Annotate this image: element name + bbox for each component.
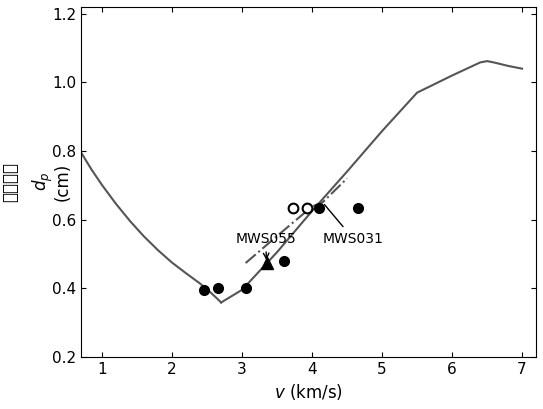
X-axis label: $v$ (km/s): $v$ (km/s) (274, 382, 343, 402)
Text: MWS031: MWS031 (323, 204, 383, 245)
Text: $d_p$: $d_p$ (30, 172, 55, 191)
Text: 弹丸直径: 弹丸直径 (2, 162, 20, 202)
Text: (cm): (cm) (54, 163, 72, 201)
Text: MWS055: MWS055 (235, 232, 296, 259)
